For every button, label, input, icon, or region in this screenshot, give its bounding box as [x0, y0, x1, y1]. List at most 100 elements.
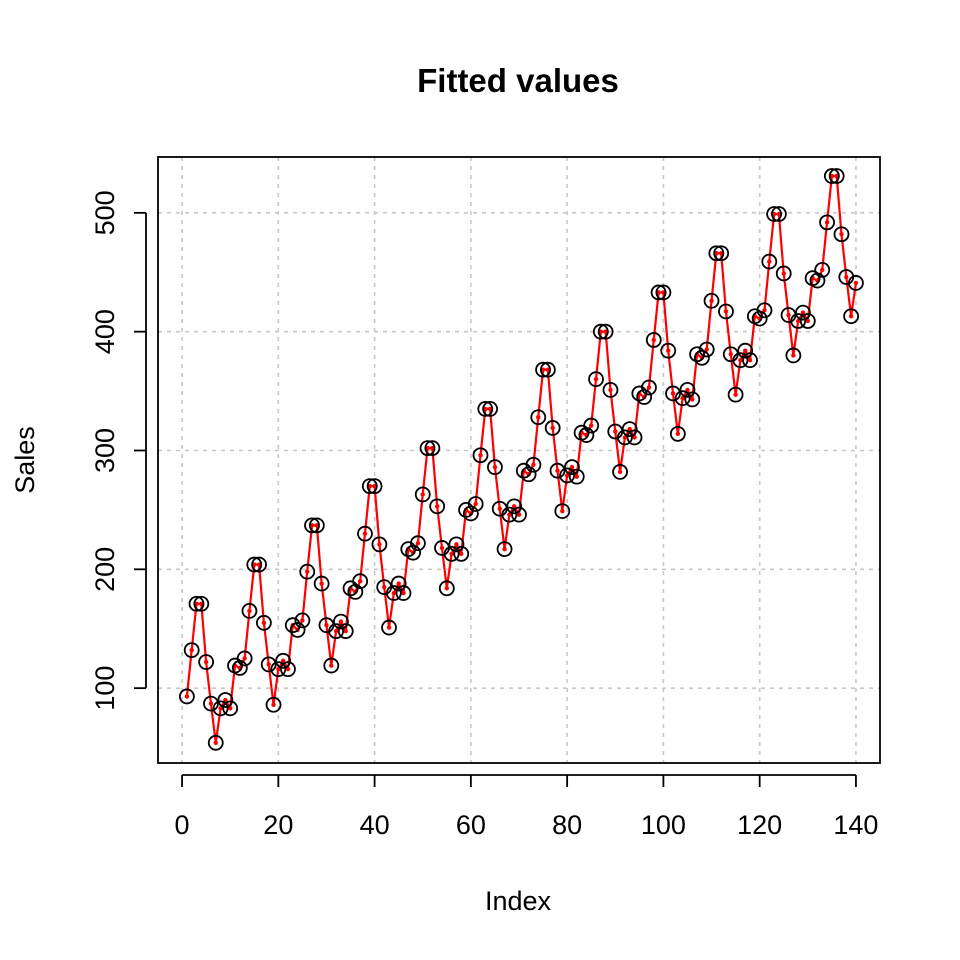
- observed-point: [588, 371, 604, 388]
- fitted-point: [343, 628, 348, 634]
- fitted-point: [261, 620, 267, 625]
- observed-point: [718, 303, 734, 320]
- observed-point: [645, 332, 662, 348]
- fitted-point: [430, 445, 435, 451]
- fitted-point: [449, 551, 454, 557]
- observed-point: [616, 429, 633, 446]
- observed-point: [328, 623, 344, 640]
- fitted-point: [574, 474, 579, 479]
- fitted-point: [444, 586, 449, 591]
- fitted-point: [285, 666, 291, 672]
- fitted-point: [338, 619, 344, 624]
- observed-point: [251, 556, 267, 573]
- observed-point: [482, 401, 499, 417]
- observed-point: [467, 496, 484, 512]
- observed-point: [732, 352, 749, 369]
- observed-point: [814, 261, 831, 278]
- observed-point: [799, 313, 816, 329]
- observed-point: [337, 623, 354, 640]
- fitted-point: [598, 329, 604, 334]
- observed-point: [539, 361, 556, 378]
- observed-point: [477, 401, 494, 417]
- observed-point: [207, 734, 224, 751]
- observed-point: [698, 341, 715, 358]
- observed-point: [390, 575, 407, 592]
- fitted-point: [329, 663, 334, 668]
- fitted-point: [242, 656, 247, 661]
- fitted-point: [680, 396, 685, 401]
- fitted-point: [800, 310, 806, 315]
- grid-lines: [158, 157, 880, 763]
- fitted-point: [396, 581, 401, 586]
- fitted-point: [247, 608, 252, 614]
- x-tick-label: 40: [360, 810, 390, 840]
- fitted-point: [738, 357, 743, 363]
- fitted-point: [776, 211, 782, 217]
- fitted-point: [194, 601, 199, 606]
- observed-point: [544, 420, 561, 436]
- fitted-point: [314, 523, 320, 528]
- fitted-point: [536, 415, 541, 420]
- fitted-point: [333, 628, 339, 634]
- observed-point: [843, 308, 860, 325]
- fitted-point: [425, 445, 430, 451]
- x-tick-label: 100: [641, 810, 686, 840]
- observed-point: [284, 617, 301, 634]
- observed-point: [506, 498, 523, 515]
- fitted-point: [661, 290, 666, 295]
- observed-point: [198, 654, 215, 670]
- observed-point: [178, 688, 195, 705]
- observed-point: [621, 421, 638, 438]
- fitted-point: [280, 658, 286, 664]
- fitted-point: [189, 647, 194, 653]
- fitted-point: [362, 531, 368, 536]
- observed-point: [260, 656, 277, 673]
- observed-point: [501, 506, 518, 523]
- observed-point: [761, 253, 778, 270]
- x-tick-label: 20: [263, 810, 293, 840]
- observed-point: [530, 409, 547, 426]
- fitted-point: [386, 625, 392, 630]
- observed-point: [280, 661, 296, 678]
- y-tick-label: 200: [90, 547, 120, 592]
- observed-point: [785, 347, 802, 364]
- observed-point: [222, 700, 239, 717]
- fitted-point: [820, 267, 825, 273]
- observed-point: [592, 323, 609, 340]
- observed-point: [689, 346, 705, 363]
- fitted-point: [569, 464, 575, 470]
- fitted-point: [589, 423, 594, 428]
- observed-point: [766, 206, 783, 222]
- observed-point: [366, 478, 383, 495]
- fitted-point: [723, 309, 729, 314]
- observed-series: [178, 168, 864, 751]
- fitted-point: [357, 579, 363, 584]
- observed-point: [795, 304, 811, 321]
- observed-point: [655, 284, 672, 301]
- fitted-point: [309, 523, 315, 528]
- fitted-point: [786, 312, 791, 318]
- fitted-point: [184, 694, 190, 699]
- observed-point: [713, 245, 730, 262]
- observed-point: [443, 545, 460, 562]
- fitted-point: [511, 504, 517, 509]
- x-tick-label: 140: [833, 810, 878, 840]
- observed-point: [674, 390, 691, 407]
- observed-point: [361, 478, 378, 495]
- observed-point: [352, 573, 369, 590]
- observed-point: [650, 284, 667, 301]
- fitted-point: [685, 387, 690, 393]
- observed-point: [414, 486, 431, 503]
- y-tick-label: 400: [90, 309, 120, 354]
- fitted-point: [271, 702, 276, 707]
- fitted-point: [805, 318, 810, 324]
- fitted-point: [550, 425, 555, 431]
- chart-title: Fitted values: [417, 62, 619, 99]
- fitted-point: [199, 601, 204, 606]
- observed-point: [511, 506, 527, 523]
- observed-point: [255, 614, 272, 631]
- fitted-point: [704, 347, 709, 352]
- fitted-point: [473, 501, 478, 507]
- observed-point: [535, 361, 551, 378]
